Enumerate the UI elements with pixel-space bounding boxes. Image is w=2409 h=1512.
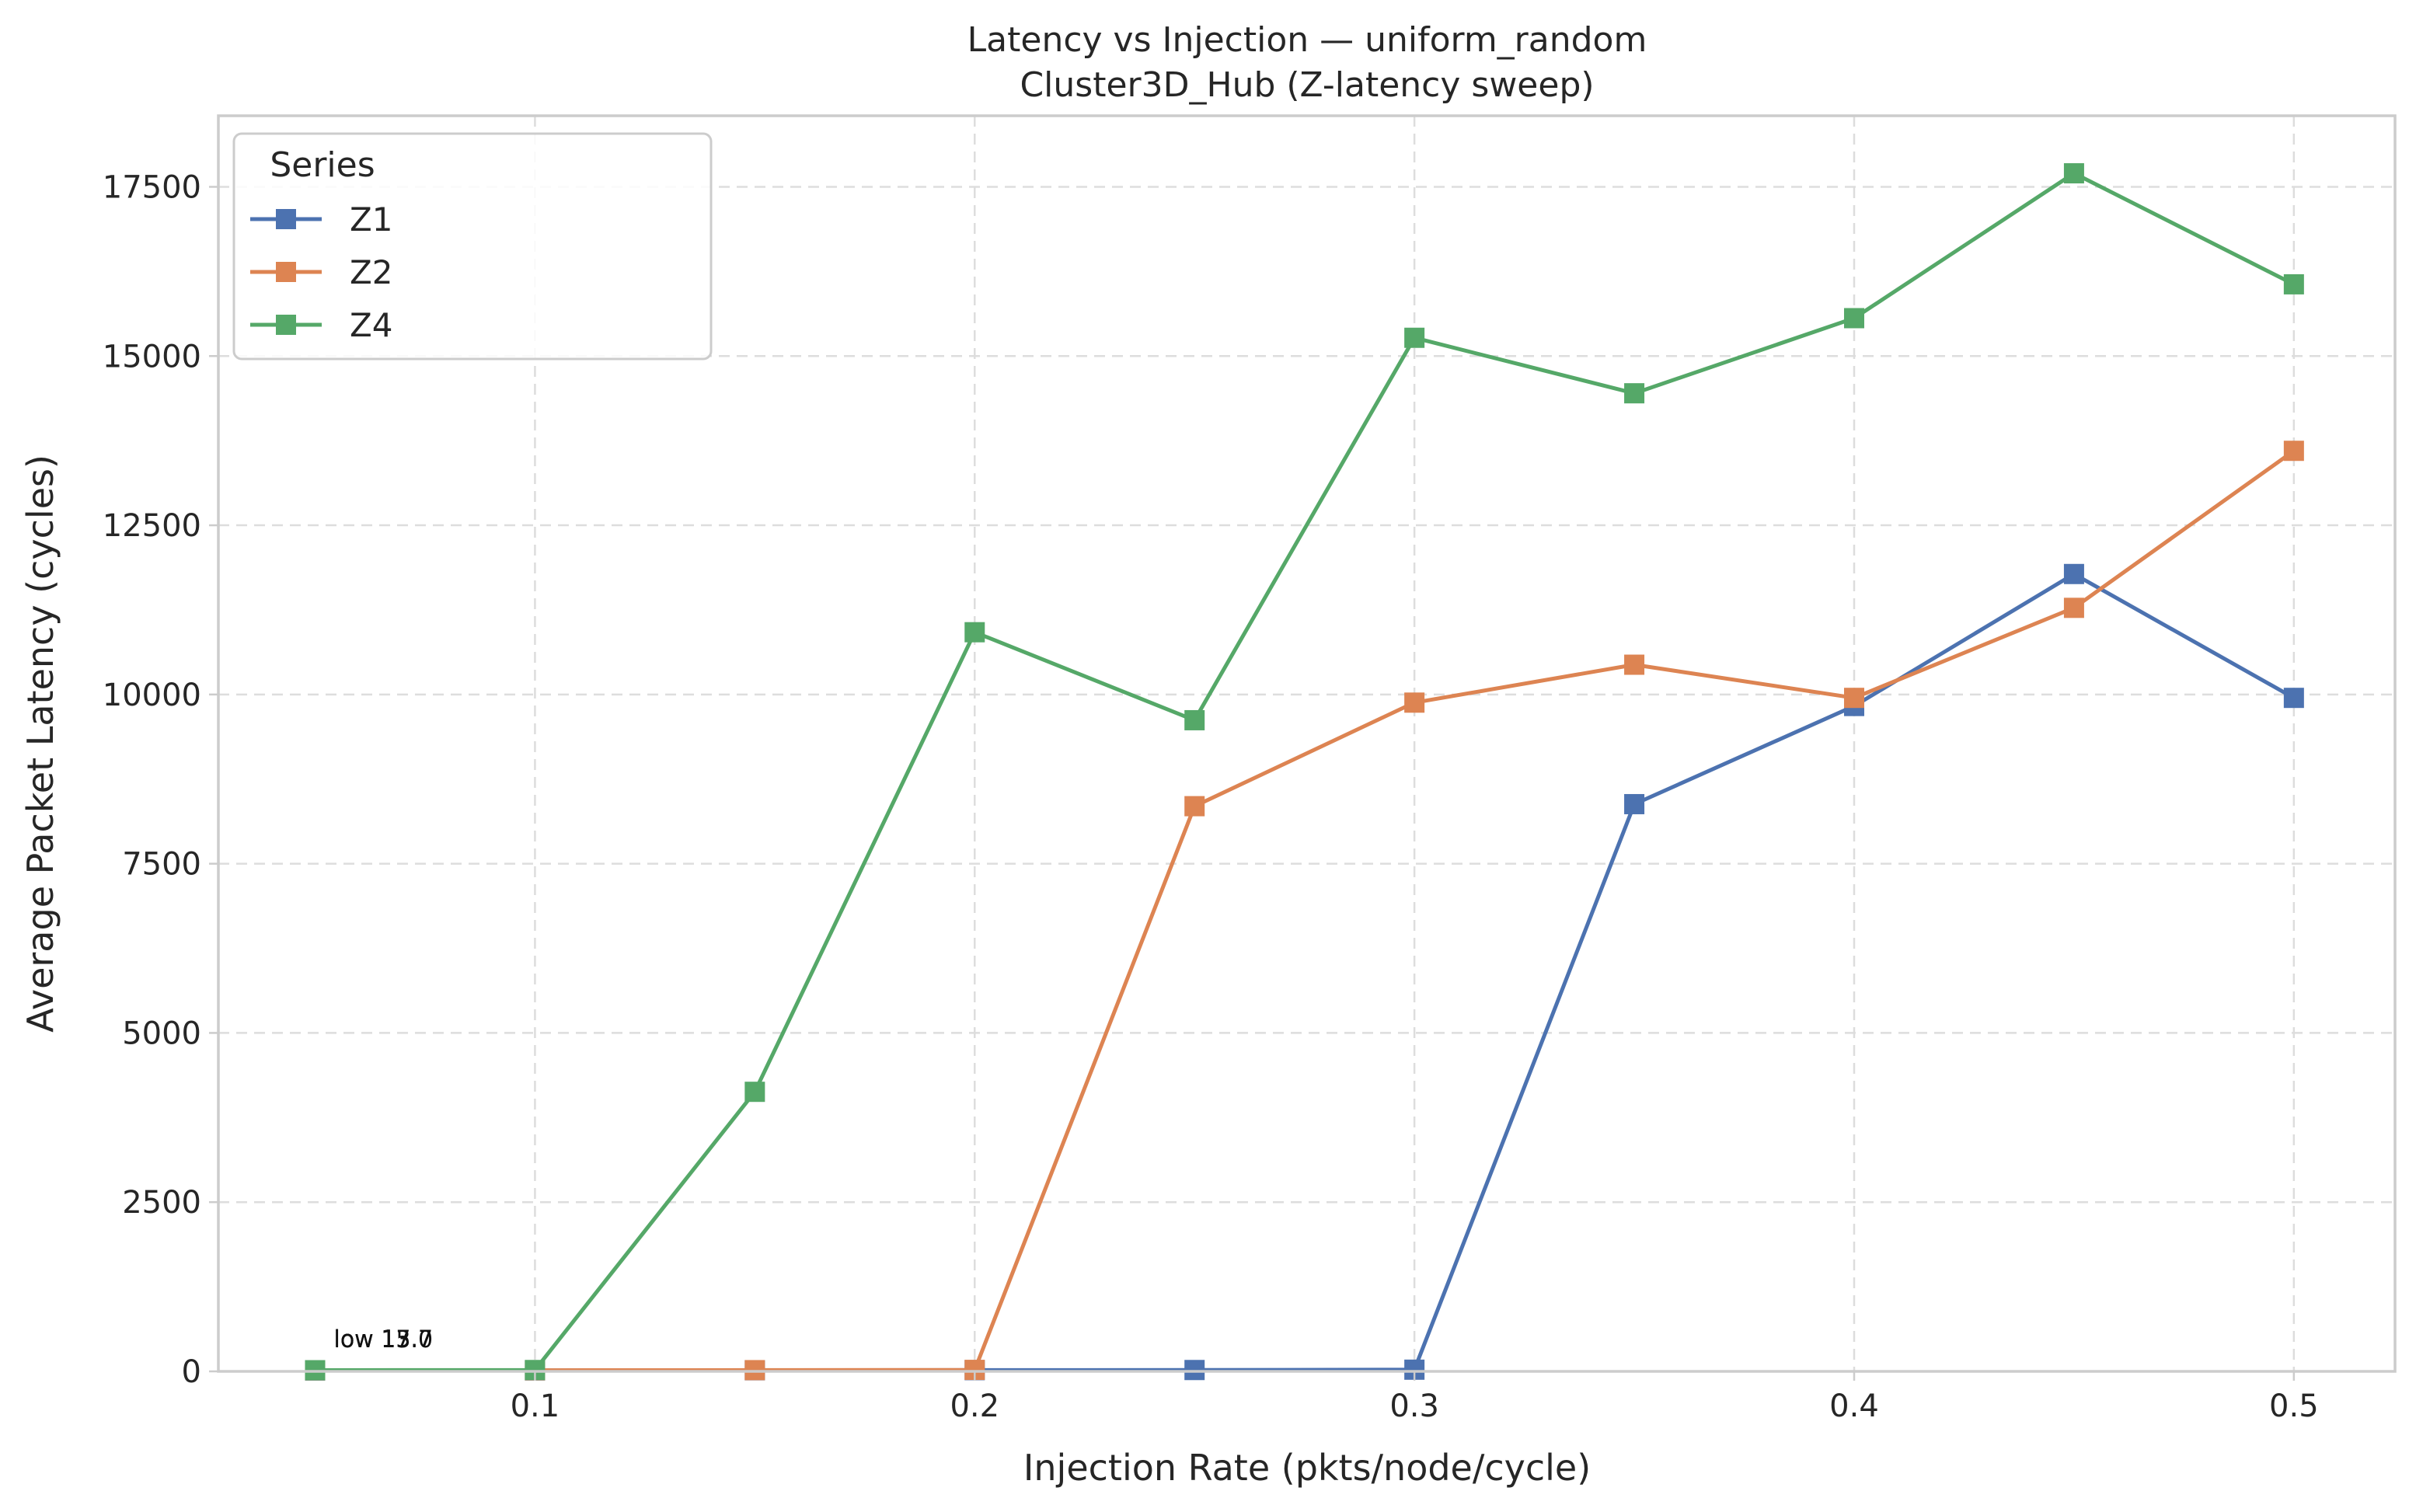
data-point-z2	[1404, 692, 1425, 713]
annotation-label: low 15.7	[333, 1326, 433, 1353]
y-tick-label: 17500	[103, 169, 201, 205]
legend-marker-z1	[276, 209, 296, 229]
y-axis-label: Average Packet Latency (cycles)	[19, 455, 61, 1033]
grid	[218, 116, 2395, 1373]
series-z4	[305, 163, 2304, 1381]
chart-subtitle: Cluster3D_Hub (Z-latency sweep)	[1020, 65, 1594, 105]
legend-label-z4: Z4	[350, 306, 393, 344]
y-tick-label: 12500	[103, 508, 201, 544]
legend-items: Z1 Z2 Z4	[250, 200, 393, 344]
y-tick-label: 7500	[122, 847, 201, 883]
data-point-z2	[2063, 597, 2084, 618]
y-tick-label: 15000	[103, 339, 201, 375]
x-tick-label: 0.3	[1389, 1388, 1439, 1424]
data-point-z2	[1843, 688, 1864, 709]
legend-label-z1: Z1	[350, 200, 393, 239]
data-point-z2	[1184, 796, 1205, 817]
legend-marker-z4	[276, 315, 296, 335]
x-tick-label: 0.5	[2269, 1388, 2319, 1424]
chart-title: Latency vs Injection — uniform_random	[967, 20, 1647, 60]
data-point-z4	[744, 1082, 765, 1103]
data-point-z4	[964, 622, 985, 643]
series-z1	[305, 563, 2304, 1381]
data-point-z1	[2063, 563, 2084, 584]
data-point-z4	[1404, 327, 1425, 348]
x-tick-label: 0.1	[511, 1388, 560, 1424]
series-line-z4	[315, 171, 2296, 1372]
data-point-z1	[1624, 793, 1645, 814]
legend-label-z2: Z2	[350, 253, 393, 291]
y-tick-label: 0	[182, 1354, 201, 1390]
data-point-z4	[2283, 273, 2304, 294]
y-tick-label: 10000	[103, 678, 201, 713]
y-tick-label: 2500	[122, 1185, 201, 1221]
x-tick-label: 0.2	[950, 1388, 999, 1424]
annotation-label: low 17.7	[333, 1326, 433, 1353]
data-point-z4	[1184, 709, 1205, 730]
annotation-label: low 13.0	[333, 1326, 433, 1353]
data-point-z4	[1843, 308, 1864, 329]
y-tick-label: 5000	[122, 1016, 201, 1051]
legend-title: Series	[270, 145, 375, 185]
data-point-z2	[2283, 441, 2304, 462]
data-point-z4	[1624, 383, 1645, 404]
legend-marker-z2	[276, 262, 296, 282]
x-tick-label: 0.4	[1829, 1388, 1879, 1424]
plot-frame	[217, 114, 2397, 1373]
data-point-z2	[1624, 654, 1645, 675]
series-line-z1	[315, 572, 2296, 1373]
series-line-z2	[315, 449, 2296, 1373]
legend-box	[232, 132, 713, 361]
legend: Series Z1 Z2 Z4	[232, 132, 713, 361]
x-axis-label: Injection Rate (pkts/node/cycle)	[1023, 1447, 1591, 1489]
data-point-z4	[2063, 163, 2084, 184]
axis-ticks: 0.1 0.2 0.3 0.4 0.5 0 2500 5000 7500 10000 12500 15…	[103, 169, 2319, 1424]
data-point-z1	[2283, 688, 2304, 709]
series-z2	[305, 441, 2304, 1381]
